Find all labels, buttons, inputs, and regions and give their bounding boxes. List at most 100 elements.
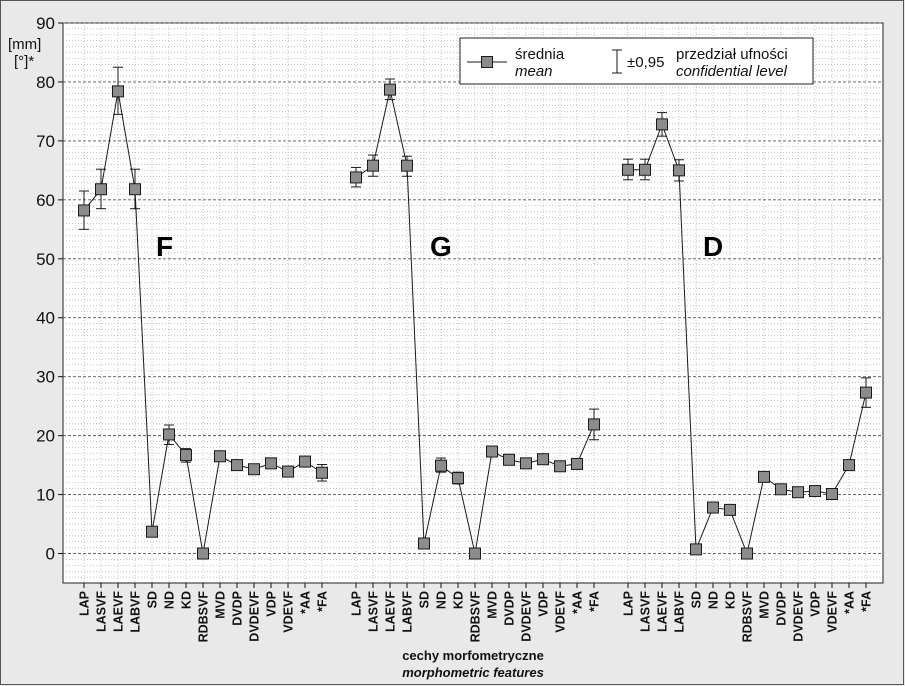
data-point <box>656 118 668 131</box>
x-tick-label: RDBSVF <box>741 591 755 643</box>
x-tick-label: SD <box>690 591 704 608</box>
x-tick-label: DVDP <box>775 591 789 626</box>
x-tick-label: RDBSVF <box>469 591 483 643</box>
x-tick-label: VDEVF <box>826 591 840 633</box>
x-tick-label: VDEVF <box>282 591 296 633</box>
y-tick-label: 0 <box>46 545 55 564</box>
data-point <box>197 547 209 560</box>
legend-box <box>459 37 814 85</box>
x-tick-label: *FA <box>588 591 602 612</box>
data-point <box>146 525 158 538</box>
x-tick-label: DVDEVF <box>792 591 806 642</box>
data-point <box>775 483 787 496</box>
data-point <box>486 445 498 458</box>
data-point <box>792 486 804 499</box>
data-point <box>554 460 566 473</box>
data-point <box>435 459 447 472</box>
data-point <box>401 159 413 172</box>
group-label-g: G <box>430 231 452 262</box>
data-point <box>588 418 600 431</box>
data-point <box>843 459 855 472</box>
data-point <box>809 485 821 498</box>
legend-mean-label: średnia <box>515 46 565 63</box>
x-tick-label: LABVF <box>401 591 415 633</box>
y-tick-label: 90 <box>36 14 55 33</box>
x-tick-label: VDEVF <box>554 591 568 633</box>
data-point <box>350 171 362 184</box>
data-point <box>741 547 753 560</box>
x-tick-label: DVDEVF <box>520 591 534 642</box>
legend: średnia mean ±0,95 przedział ufności con… <box>459 37 814 85</box>
y-tick-label: 30 <box>36 368 55 387</box>
data-point <box>826 487 838 500</box>
data-point <box>78 204 90 217</box>
data-point <box>673 164 685 177</box>
x-tick-label: *AA <box>299 591 313 614</box>
data-point <box>214 450 226 463</box>
y-tick-label: 10 <box>36 486 55 505</box>
legend-mean-marker <box>481 56 493 68</box>
x-tick-label: *FA <box>860 591 874 612</box>
data-point <box>248 463 260 476</box>
x-tick-label: LABVF <box>673 591 687 633</box>
data-point <box>503 453 515 466</box>
x-tick-label: LABVF <box>129 591 143 633</box>
data-point <box>316 466 328 479</box>
x-tick-label: KD <box>452 591 466 609</box>
data-point <box>622 163 634 176</box>
group-label-f: F <box>156 231 173 262</box>
y-tick-label: 80 <box>36 73 55 92</box>
y-unit-label-mm: [mm] <box>8 36 41 53</box>
x-tick-label: LAP <box>78 591 92 616</box>
x-tick-label: LASVF <box>639 591 653 632</box>
x-tick-label: KD <box>180 591 194 609</box>
legend-ci-label: przedział ufności <box>676 46 788 63</box>
data-point <box>95 183 107 196</box>
x-tick-label: *AA <box>843 591 857 614</box>
data-point <box>707 501 719 514</box>
x-tick-label: MVD <box>758 591 772 619</box>
legend-ci-label-en: confidential level <box>676 63 788 80</box>
x-tick-label: VDP <box>537 591 551 617</box>
data-point <box>724 503 736 516</box>
y-tick-label: 60 <box>36 191 55 210</box>
x-axis-ticks: LAP LASVF LAEVF LABVF SD ND KD RDBSVF MVD DVDP DVD… <box>78 583 874 642</box>
x-tick-label: LAEVF <box>384 591 398 632</box>
x-tick-label: LAP <box>622 591 636 616</box>
data-point <box>520 457 532 470</box>
x-tick-label: LAP <box>350 591 364 616</box>
x-tick-label: *AA <box>571 591 585 614</box>
x-tick-label: DVDEVF <box>248 591 262 642</box>
data-point <box>469 547 481 560</box>
x-tick-label: *FA <box>316 591 330 612</box>
x-tick-label: LAEVF <box>112 591 126 632</box>
grid <box>63 22 883 583</box>
legend-mean-label-en: mean <box>515 63 553 80</box>
data-point <box>265 457 277 470</box>
x-tick-label: MVD <box>486 591 500 619</box>
x-tick-label: DVDP <box>231 591 245 626</box>
y-tick-label: 20 <box>36 427 55 446</box>
x-tick-label: VDP <box>265 591 279 617</box>
x-axis-label-en: morphometric features <box>402 665 544 680</box>
x-tick-label: SD <box>146 591 160 608</box>
y-unit-label-deg: [°]* <box>14 53 34 70</box>
data-point <box>367 159 379 172</box>
data-point <box>163 428 175 441</box>
x-tick-label: ND <box>435 591 449 609</box>
data-point <box>299 455 311 468</box>
x-tick-label: LASVF <box>95 591 109 632</box>
plot-area <box>62 22 884 584</box>
x-tick-label: ND <box>163 591 177 609</box>
data-point <box>860 386 872 399</box>
x-tick-label: SD <box>418 591 432 608</box>
x-tick-label: KD <box>724 591 738 609</box>
x-axis-label: cechy morfometryczne <box>402 648 544 663</box>
data-point <box>129 183 141 196</box>
data-point <box>537 453 549 466</box>
data-point <box>112 85 124 98</box>
y-tick-label: 40 <box>36 309 55 328</box>
x-tick-label: RDBSVF <box>197 591 211 643</box>
